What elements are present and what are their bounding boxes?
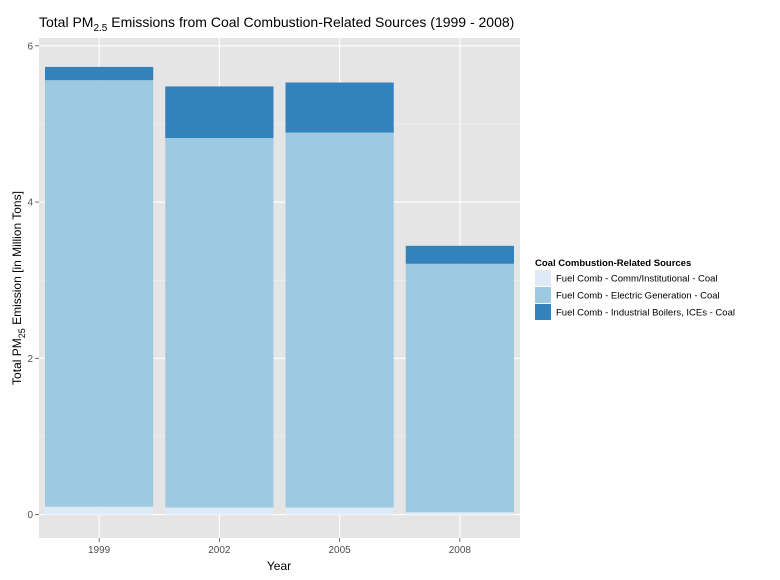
bar-segment bbox=[285, 82, 394, 133]
y-axis-title-suffix: Emission [in Million Tons] bbox=[10, 191, 24, 328]
legend-swatch bbox=[535, 304, 551, 320]
bar-segment bbox=[405, 512, 514, 515]
bar-segment bbox=[165, 507, 274, 515]
x-axis-title: Year bbox=[267, 559, 291, 573]
bar-segment bbox=[405, 245, 514, 264]
y-axis-title: Total PM25 Emission [in Million Tons] bbox=[10, 191, 27, 385]
bar-segment bbox=[165, 138, 274, 508]
bar-segment bbox=[45, 506, 154, 515]
legend-title: Coal Combustion-Related Sources bbox=[535, 258, 691, 269]
bar-segment bbox=[165, 86, 274, 138]
bar-segment bbox=[405, 263, 514, 513]
x-axis-ticks: 1999 2002 2005 2008 bbox=[88, 538, 471, 556]
bar-segment bbox=[285, 132, 394, 508]
y-tick-label: 2 bbox=[27, 354, 33, 365]
chart-title-prefix: Total PM bbox=[39, 14, 93, 30]
chart-title: Total PM2.5 Emissions from Coal Combusti… bbox=[39, 14, 514, 34]
y-axis-title-prefix: Total PM bbox=[10, 338, 24, 385]
x-tick-label: 2005 bbox=[329, 545, 352, 556]
bar-segment bbox=[45, 80, 154, 507]
x-tick-label: 1999 bbox=[88, 545, 111, 556]
x-tick-label: 2002 bbox=[208, 545, 231, 556]
chart-title-subscript: 2.5 bbox=[93, 23, 107, 34]
chart-title-suffix: Emissions from Coal Combustion-Related S… bbox=[107, 14, 514, 30]
legend-label: Fuel Comb - Comm/Institutional - Coal bbox=[556, 274, 718, 285]
legend: Coal Combustion-Related Sources Fuel Com… bbox=[535, 258, 735, 320]
legend-swatch bbox=[535, 270, 551, 286]
y-axis-title-subscript: 25 bbox=[17, 328, 27, 338]
y-tick-label: 0 bbox=[27, 510, 33, 521]
y-tick-label: 4 bbox=[27, 198, 33, 209]
legend-items: Fuel Comb - Comm/Institutional - Coal Fue… bbox=[535, 270, 735, 320]
y-axis-ticks: 0 2 4 6 bbox=[27, 41, 39, 521]
legend-label: Fuel Comb - Electric Generation - Coal bbox=[556, 291, 720, 302]
bars bbox=[45, 66, 514, 515]
y-tick-label: 6 bbox=[27, 41, 33, 52]
bar-segment bbox=[45, 66, 154, 81]
legend-label: Fuel Comb - Industrial Boilers, ICEs - C… bbox=[556, 308, 735, 319]
legend-swatch bbox=[535, 287, 551, 303]
bar-segment bbox=[285, 507, 394, 515]
x-tick-label: 2008 bbox=[449, 545, 472, 556]
